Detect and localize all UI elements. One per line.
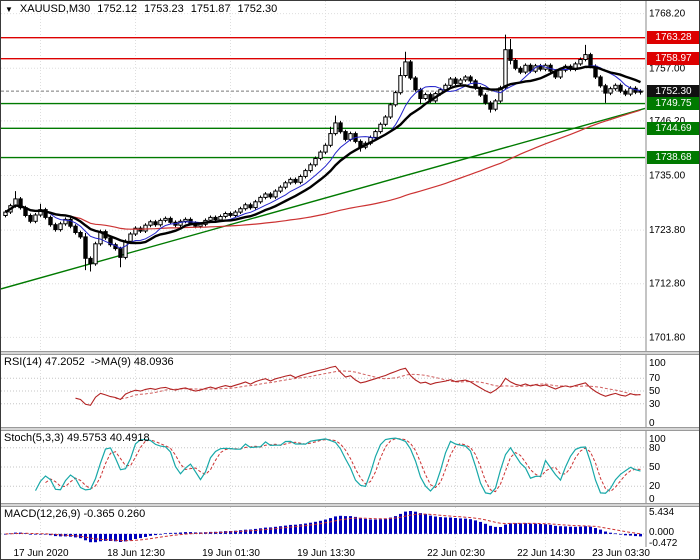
chart-dropdown-icon[interactable]: ▼ bbox=[5, 4, 13, 14]
time-axis-label: 17 Jun 2020 bbox=[13, 548, 69, 559]
indicator-axis-label: 70 bbox=[649, 373, 661, 384]
level-price-badge: 1744.69 bbox=[647, 122, 699, 135]
ma-slow-red-line bbox=[5, 109, 641, 230]
indicator-axis-label: 0 bbox=[649, 494, 655, 503]
price-axis-label: 1735.00 bbox=[649, 171, 686, 182]
price-levels bbox=[1, 36, 645, 159]
time-axis-label: 22 Jun 14:30 bbox=[517, 548, 575, 559]
price-axis-label: 1746.20 bbox=[649, 116, 686, 127]
oscillator-axis-labels: 100 70 50 30 0 bbox=[649, 358, 666, 427]
panel-resize-separator[interactable] bbox=[1, 351, 699, 355]
macd-axis-label: 5.434 bbox=[649, 507, 674, 518]
level-price-badge: 1758.97 bbox=[647, 52, 699, 65]
macd-canvas[interactable]: 5.434 0.000-0.472 bbox=[1, 507, 700, 547]
chart-ohlc-header: ▼ XAUUSD,M30 1752.12 1753.23 1751.87 175… bbox=[5, 3, 277, 15]
rsi-panel[interactable]: 100 70 50 30 0 RSI(14) 47.2052 ->MA(9) 48.09… bbox=[1, 355, 700, 427]
indicator-axis-label: 80 bbox=[649, 443, 661, 454]
ohlc-low: 1751.87 bbox=[190, 3, 231, 15]
indicator-axis-label: 20 bbox=[649, 481, 661, 492]
price-chart-canvas[interactable]: 1768.20 1757.00 1746.20 1735.00 1723.80 1712.… bbox=[1, 1, 700, 351]
level-price-badge: 1738.68 bbox=[647, 151, 699, 164]
macd-indicator-label: MACD(12,26,9) -0.365 0.260 bbox=[4, 508, 146, 520]
indicator-axis-label: 100 bbox=[649, 434, 666, 445]
price-axis-label: 1768.20 bbox=[649, 9, 686, 20]
vertical-gridlines bbox=[40, 1, 621, 351]
ma-fast-blue-line bbox=[5, 64, 641, 249]
vertical-gridlines bbox=[40, 355, 621, 427]
main-chart-panel[interactable]: 1768.20 1757.00 1746.20 1735.00 1723.80 1712.… bbox=[1, 1, 700, 351]
macd-signal-line bbox=[5, 513, 641, 542]
symbol-timeframe-label: XAUUSD,M30 bbox=[19, 3, 91, 15]
indicator-axis-label: 50 bbox=[649, 386, 661, 397]
macd-axis-labels: 5.434 0.000-0.472 bbox=[649, 507, 678, 547]
price-axis-label: 1757.00 bbox=[649, 63, 686, 74]
indicator-axis-label: 100 bbox=[649, 358, 666, 369]
rsi-canvas[interactable]: 100 70 50 30 0 bbox=[1, 355, 700, 427]
stoch-signal-line bbox=[45, 438, 641, 493]
indicator-axis-label: 50 bbox=[649, 462, 661, 473]
ohlc-open: 1752.12 bbox=[97, 3, 137, 15]
macd-axis-label: 0.000 bbox=[649, 527, 674, 538]
level-price-badge: 1763.28 bbox=[647, 31, 699, 44]
time-axis-label: 19 Jun 13:30 bbox=[297, 548, 355, 559]
vertical-gridlines bbox=[40, 431, 621, 503]
macd-panel[interactable]: 5.434 0.000 -0.472 MACD(12,26,9) -0.365 0.… bbox=[1, 507, 700, 547]
time-axis[interactable]: 17 Jun 2020 18 Jun 12:30 19 Jun 01:30 19 Ju… bbox=[1, 547, 699, 559]
price-axis-label: 1723.80 bbox=[649, 225, 686, 236]
macd-axis-label: -0.472 bbox=[649, 538, 678, 547]
price-axis-label: 1701.80 bbox=[649, 332, 686, 343]
indicator-axis-label: 0 bbox=[649, 418, 655, 427]
indicator-axis-label: 30 bbox=[649, 399, 661, 410]
oscillator-guides bbox=[1, 447, 645, 487]
ascending-trendline bbox=[1, 107, 646, 290]
oscillator-guides bbox=[1, 377, 645, 405]
ohlc-close: 1752.30 bbox=[237, 3, 278, 15]
stoch-main-line bbox=[34, 437, 641, 495]
stochastic-panel[interactable]: 100 80 50 20 0 Stoch(5,3,3) 49.5753 40.4918 bbox=[1, 431, 700, 503]
price-scale-labels: 1768.20 1757.00 1746.20 1735.00 1723.80 1712.… bbox=[649, 9, 686, 344]
rsi-line bbox=[75, 365, 641, 406]
time-axis-label: 18 Jun 12:30 bbox=[107, 548, 165, 559]
stochastic-indicator-label: Stoch(5,3,3) 49.5753 40.4918 bbox=[4, 432, 150, 444]
ohlc-high: 1753.23 bbox=[143, 3, 184, 15]
candlesticks bbox=[3, 34, 643, 272]
rsi-indicator-label: RSI(14) 47.2052 ->MA(9) 48.0936 bbox=[4, 356, 174, 368]
panel-resize-separator[interactable] bbox=[1, 427, 699, 431]
time-axis-label: 23 Jun 03:30 bbox=[592, 548, 650, 559]
ma-mid-black-line bbox=[4, 65, 641, 245]
rsi-ma-line bbox=[115, 370, 641, 400]
price-axis-label: 1712.80 bbox=[649, 279, 686, 290]
level-price-badge: 1749.75 bbox=[647, 97, 699, 110]
horizontal-gridlines bbox=[1, 13, 645, 338]
time-axis-label: 22 Jun 02:30 bbox=[427, 548, 485, 559]
panel-resize-separator[interactable] bbox=[1, 503, 699, 507]
current-price-badge: 1752.30 bbox=[647, 85, 699, 98]
time-axis-label: 19 Jun 01:30 bbox=[202, 548, 260, 559]
